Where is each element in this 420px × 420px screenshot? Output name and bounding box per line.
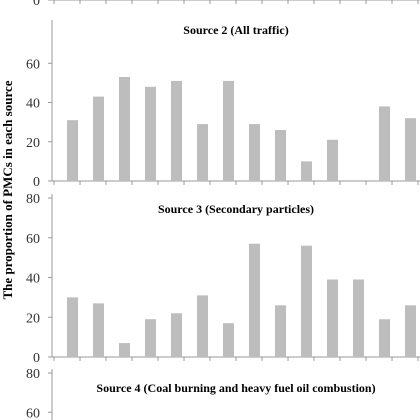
y-tick-label: 60 [26, 406, 40, 420]
bar [379, 319, 390, 357]
y-tick-label: 0 [33, 0, 40, 9]
bar [197, 295, 208, 357]
chart-panel-2: 0 20 40 60 Source 2 (All traffic) [26, 20, 420, 190]
bar [275, 305, 286, 357]
panel-title: Source 3 (Secondary particles) [158, 202, 314, 216]
y-tick-label: 40 [26, 97, 40, 112]
y-tick-label: 0 [33, 351, 40, 366]
bar [197, 124, 208, 181]
bar [353, 279, 364, 357]
y-tick-label: 80 [26, 192, 40, 207]
bar [171, 80, 182, 181]
bar [145, 319, 156, 357]
y-tick-label: 40 [26, 272, 40, 287]
bar [275, 129, 286, 181]
bar [379, 106, 390, 181]
y-tick-label: 60 [26, 232, 40, 247]
bar [301, 245, 312, 357]
bar [327, 139, 338, 181]
bar [327, 279, 338, 357]
bar [145, 86, 156, 181]
bar [93, 96, 104, 181]
bar [301, 161, 312, 181]
y-axis-label: The proportion of PMCs in each source [0, 80, 15, 299]
chart-panel-4: 60 80 Source 4 (Coal burning and heavy fue… [26, 367, 376, 420]
bar [249, 124, 260, 181]
y-tick-label: 20 [26, 136, 40, 151]
bar [223, 80, 234, 181]
y-tick-label: 60 [26, 57, 40, 72]
bar [67, 120, 78, 181]
bar [249, 243, 260, 357]
bar [119, 76, 130, 181]
chart-panel-3: 0 20 40 60 80 Source 3 (Secondary particles) [26, 192, 420, 366]
bar [171, 313, 182, 357]
y-tick-label: 80 [26, 367, 40, 382]
bar [93, 303, 104, 357]
panel-title: Source 2 (All traffic) [183, 23, 288, 37]
bar [223, 323, 234, 357]
y-tick-label: 0 [33, 175, 40, 190]
y-tick-label: 20 [26, 311, 40, 326]
bar [405, 118, 416, 181]
bar [119, 343, 130, 357]
bar [67, 297, 78, 357]
bar [405, 305, 416, 357]
chart-panels: 0 0 20 40 60 Source 2 (All traffic) 0 20 40 60 80 S… [26, 0, 420, 420]
chart-panel-1: 0 [33, 0, 420, 9]
panel-title: Source 4 (Coal burning and heavy fuel oi… [96, 381, 375, 395]
